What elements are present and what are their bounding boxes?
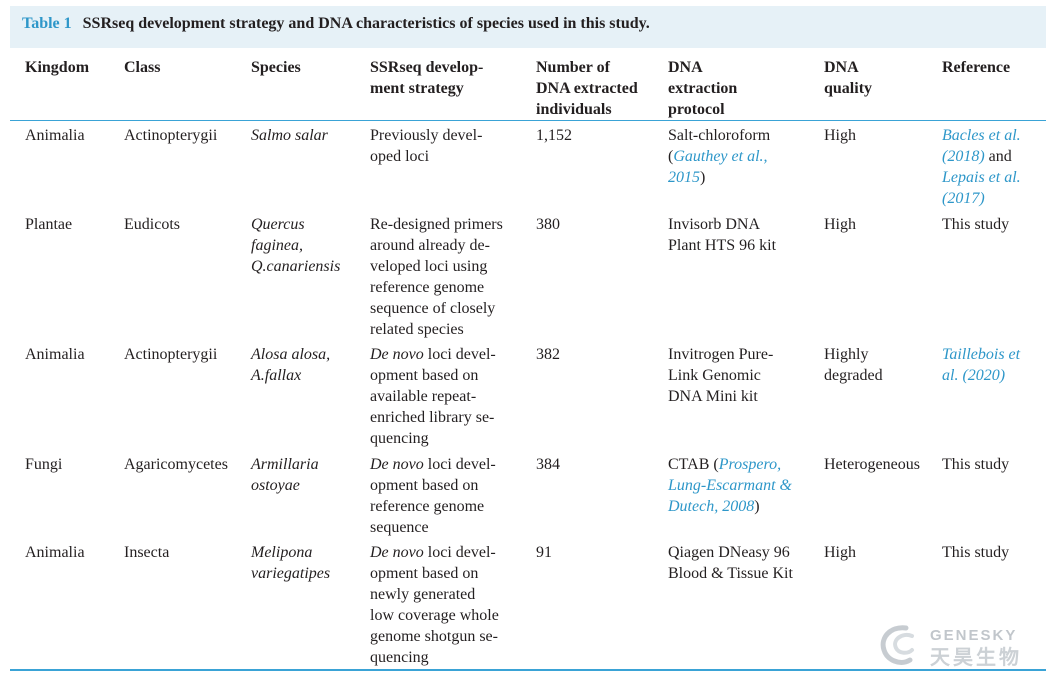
table-caption-bar xyxy=(10,6,1046,48)
cell-strategy: De novo loci devel- opment based on newl… xyxy=(370,542,499,668)
cell-protocol: CTAB (Prospero, Lung-Escarmant & Dutech,… xyxy=(668,454,792,517)
cell-class: Actinopterygii xyxy=(124,346,218,363)
genesky-watermark: GENESKY 天昊生物 xyxy=(876,622,1046,670)
strategy-text: loci devel- opment based on available re… xyxy=(370,346,496,447)
header-protocol: DNA extraction protocol xyxy=(668,59,738,118)
cell-kingdom: Animalia xyxy=(25,544,85,561)
header-species: Species xyxy=(251,59,301,76)
cell-quality: Highly degraded xyxy=(824,346,883,384)
strategy-italic: De novo xyxy=(370,346,424,363)
cell-reference: Bacles et al. (2018) and Lepais et al. (… xyxy=(942,125,1021,209)
reference-link[interactable]: Bacles et al. (2018) xyxy=(942,127,1021,165)
cell-number: 91 xyxy=(536,544,552,561)
cell-class: Insecta xyxy=(124,544,170,561)
header-divider xyxy=(10,120,1046,121)
cell-reference: This study xyxy=(942,456,1010,473)
cell-number: 382 xyxy=(536,346,560,363)
protocol-text: Salt-chloroform xyxy=(668,127,771,144)
watermark-cn: 天昊生物 xyxy=(930,645,1022,669)
header-reference: Reference xyxy=(942,59,1011,76)
paren-open: ( xyxy=(668,148,674,165)
cell-strategy: De novo loci devel- opment based on refe… xyxy=(370,454,496,538)
reference-link[interactable]: Taillebois et al. (2020) xyxy=(942,346,1021,384)
cell-species: Armillaria ostoyae xyxy=(251,456,319,494)
cell-species: Salmo salar xyxy=(251,127,328,144)
cell-quality: High xyxy=(824,544,856,561)
protocol-citation-link[interactable]: Gauthey et al., 2015 xyxy=(668,148,768,186)
table-bottom-rule xyxy=(10,669,1046,671)
watermark-en: GENESKY xyxy=(930,627,1017,644)
cell-quality: High xyxy=(824,127,856,144)
cell-number: 384 xyxy=(536,456,560,473)
cell-strategy: Re-designed primers around already de- v… xyxy=(370,216,503,338)
cell-quality: High xyxy=(824,216,856,233)
cell-kingdom: Plantae xyxy=(25,216,73,233)
reference-link[interactable]: Lepais et al. (2017) xyxy=(942,169,1021,207)
cell-quality: Heterogeneous xyxy=(824,456,920,473)
strategy-italic: De novo xyxy=(370,544,424,561)
cell-kingdom: Animalia xyxy=(25,127,85,144)
paren-open: ( xyxy=(709,456,719,473)
header-class: Class xyxy=(124,59,161,76)
protocol-text: CTAB xyxy=(668,456,710,473)
cell-reference: This study xyxy=(942,544,1010,561)
cell-reference: This study xyxy=(942,216,1010,233)
header-quality: DNA quality xyxy=(824,59,873,97)
header-strategy: SSRseq develop- ment strategy xyxy=(370,59,484,97)
cell-species: Alosa alosa, A.fallax xyxy=(251,346,331,384)
strategy-text: loci devel- opment based on reference ge… xyxy=(370,456,496,536)
paren-close: ) xyxy=(700,169,706,186)
cell-class: Actinopterygii xyxy=(124,127,218,144)
table-title: SSRseq development strategy and DNA char… xyxy=(82,15,650,32)
cell-number: 1,152 xyxy=(536,127,572,144)
strategy-text: loci devel- opment based on newly genera… xyxy=(370,544,499,666)
cell-kingdom: Animalia xyxy=(25,346,85,363)
cell-number: 380 xyxy=(536,216,560,233)
reference-conjunction: and xyxy=(984,148,1012,165)
header-kingdom: Kingdom xyxy=(25,59,90,76)
cell-protocol: Qiagen DNeasy 96 Blood & Tissue Kit xyxy=(668,544,793,582)
cell-class: Agaricomycetes xyxy=(124,456,228,473)
strategy-italic: De novo xyxy=(370,456,424,473)
header-number: Number of DNA extracted individuals xyxy=(536,59,638,118)
table-caption: Table 1 SSRseq development strategy and D… xyxy=(22,15,650,33)
cell-strategy: De novo loci devel- opment based on avai… xyxy=(370,344,496,449)
cell-strategy: Previously devel- oped loci xyxy=(370,127,483,165)
cell-reference: Taillebois et al. (2020) xyxy=(942,344,1020,386)
cell-class: Eudicots xyxy=(124,216,180,233)
table-number: Table 1 xyxy=(22,15,72,32)
cell-protocol: Salt-chloroform (Gauthey et al., 2015) xyxy=(668,125,770,188)
cell-species: Quercus faginea, Q.canariensis xyxy=(251,216,341,275)
cell-protocol: Invisorb DNA Plant HTS 96 kit xyxy=(668,216,777,254)
paren-close: ) xyxy=(754,498,760,515)
cell-species: Melipona variegatipes xyxy=(251,544,331,582)
cell-protocol: Invitrogen Pure- Link Genomic DNA Mini k… xyxy=(668,346,774,405)
genesky-logo-icon: GENESKY 天昊生物 xyxy=(880,625,1022,669)
cell-kingdom: Fungi xyxy=(25,456,63,473)
protocol-citation-link[interactable]: Prospero, Lung-Escarmant & Dutech, 2008 xyxy=(668,456,792,515)
